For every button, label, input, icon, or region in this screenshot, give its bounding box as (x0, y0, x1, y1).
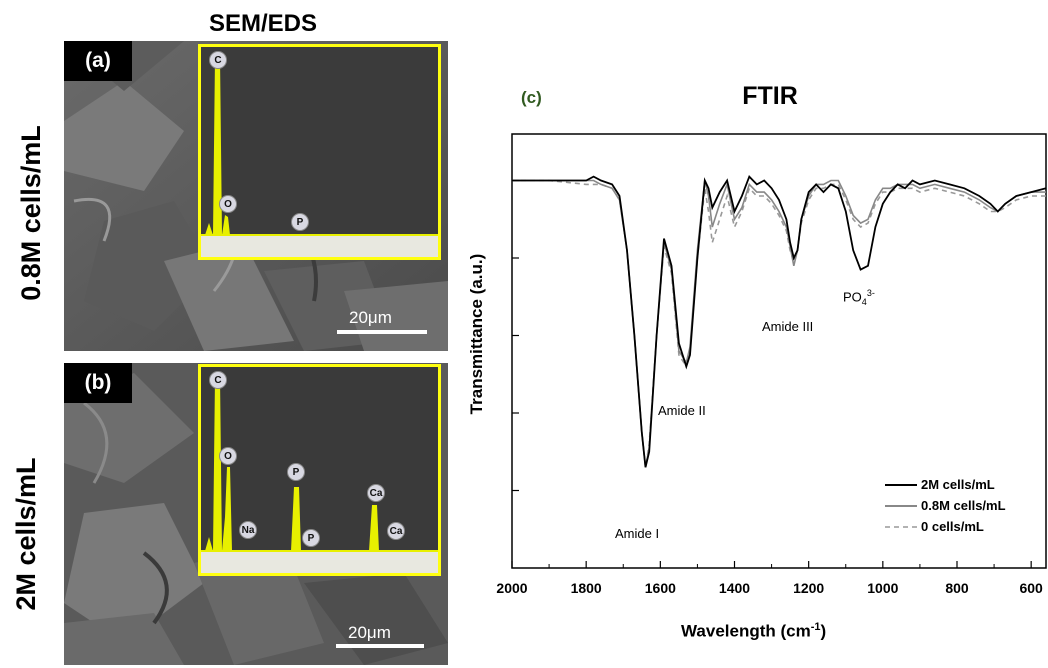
x-tick-label: 800 (945, 580, 969, 596)
x-axis-label-sup: -1 (810, 621, 821, 633)
legend-entry-2m: 2M cells/mL (921, 477, 995, 492)
eds-peak-label-c: C (209, 51, 227, 69)
ftir-title: FTIR (742, 82, 798, 110)
x-axis-label-end: ) (820, 621, 827, 641)
legend-entry-0: 0 cells/mL (921, 519, 984, 534)
plot-frame (511, 133, 1047, 569)
x-tick-label: 1000 (867, 580, 898, 596)
x-tick-label: 1200 (793, 580, 824, 596)
scale-bar-b (336, 644, 424, 648)
panel-tag-b: (b) (64, 363, 132, 403)
eds-peak-label-na: Na (239, 521, 257, 539)
x-axis-label-main: Wavelength (cm (681, 621, 811, 641)
x-tick-label: 2000 (496, 580, 527, 596)
x-tick-label: 1800 (571, 580, 602, 596)
annotation-amide-2: Amide II (658, 403, 706, 418)
annotation-po4-base: PO (843, 289, 862, 305)
eds-peak-label-c: C (209, 371, 227, 389)
panel-tag-a: (a) (64, 41, 132, 81)
scale-bar-a (337, 330, 427, 334)
legend-entry-08m: 0.8M cells/mL (921, 498, 1006, 513)
sem-eds-title: SEM/EDS (208, 10, 318, 37)
scale-label-b: 20μm (348, 623, 391, 642)
x-tick-label: 1600 (645, 580, 676, 596)
annotation-po4-sup: 3- (866, 288, 875, 298)
x-tick-label: 600 (1019, 580, 1043, 596)
eds-peak-label-o: O (219, 447, 237, 465)
eds-peak-label-o: O (219, 195, 237, 213)
annotation-amide-3: Amide III (762, 319, 814, 334)
eds-inset-b: C O Na P P Ca Ca (198, 364, 441, 576)
annotation-po4: PO43- (843, 288, 875, 307)
eds-spectrum-a (201, 47, 438, 257)
x-tick-label: 1400 (719, 580, 750, 596)
ftir-panel-label: (c) (521, 88, 542, 107)
legend: 2M cells/mL 0.8M cells/mL 0 cells/mL (881, 477, 1041, 543)
eds-peak-label-p-2: P (302, 529, 320, 547)
series-line-2m (512, 174, 1047, 468)
eds-peak-label-ca: Ca (367, 484, 385, 502)
eds-peak-label-p: P (291, 213, 309, 231)
annotation-amide-1: Amide I (615, 526, 660, 541)
eds-peak-label-p: P (287, 463, 305, 481)
legend-swatches (885, 484, 917, 528)
x-axis-label: Wavelength (cm-1) (681, 621, 826, 642)
eds-inset-a: C O P (198, 44, 441, 260)
annotation-po4-sub: 4 (861, 296, 867, 307)
scale-label-a: 20μm (349, 308, 392, 327)
eds-peak-label-ca-2: Ca (387, 522, 405, 540)
